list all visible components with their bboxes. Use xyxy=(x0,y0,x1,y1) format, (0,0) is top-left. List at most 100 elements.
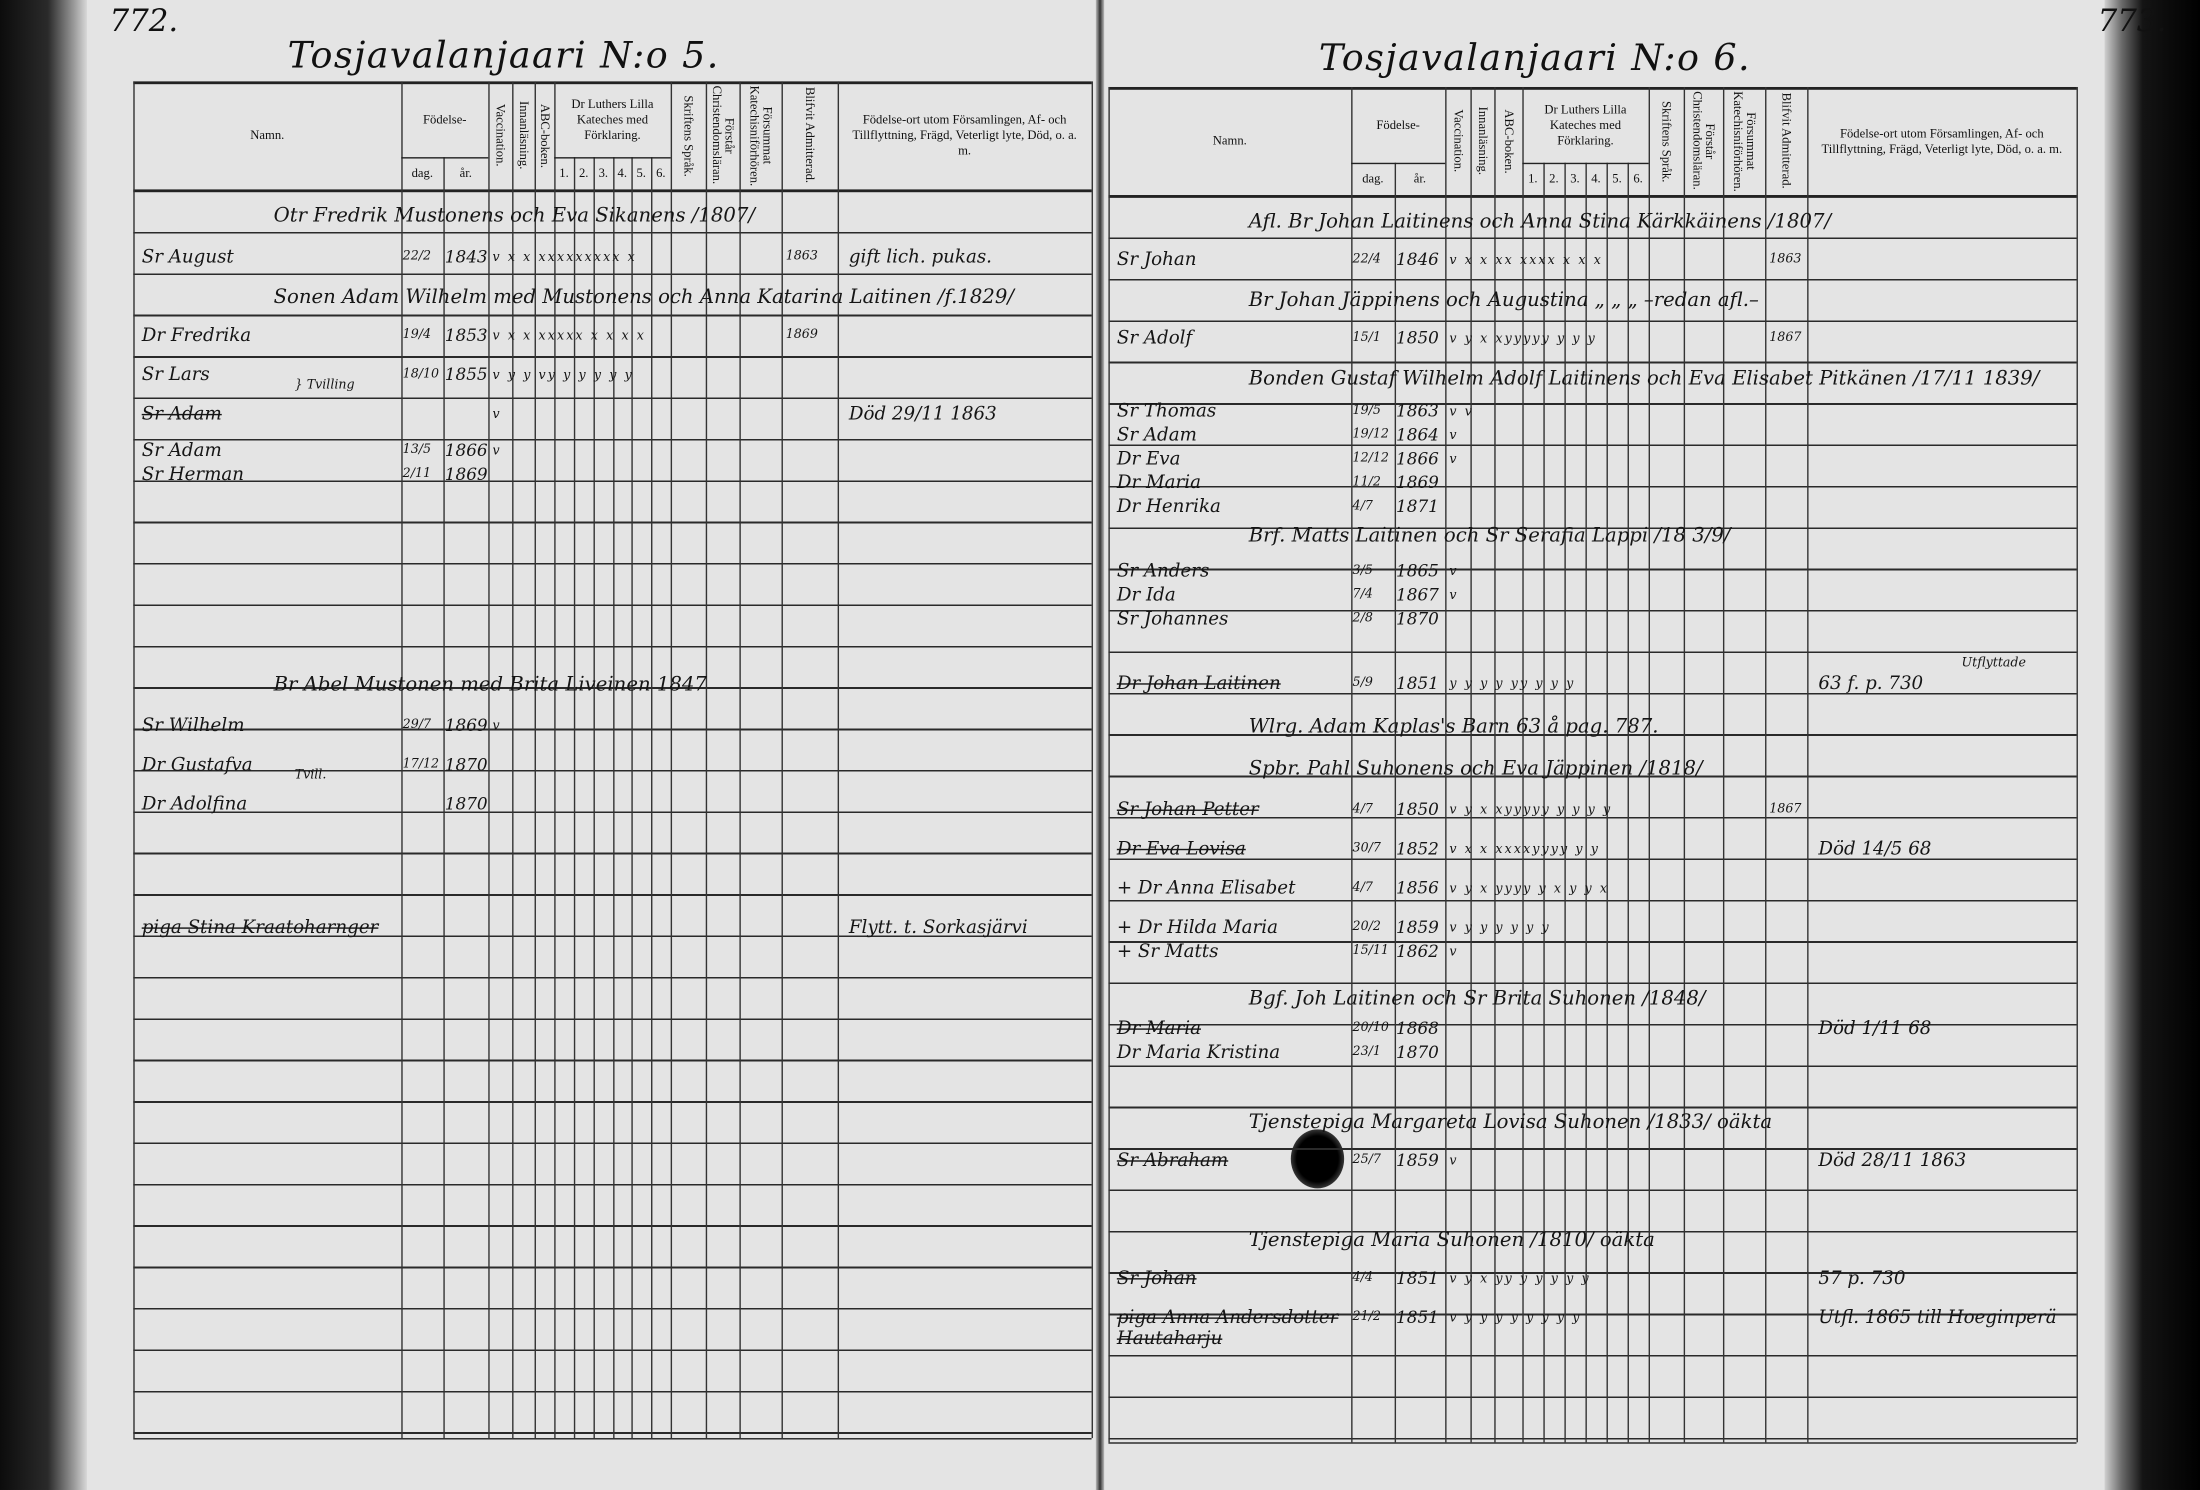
right-person-name: Dr Eva xyxy=(1116,448,1181,471)
right-family-heading: Bonden Gustaf Wilhelm Adolf Laitinens oc… xyxy=(1248,367,2040,391)
left-header-catechism-part: 5. xyxy=(636,165,646,180)
left-birth-year: 1843 xyxy=(444,246,488,267)
left-birth-year: 1870 xyxy=(444,794,488,814)
left-header-catechism-part: 4. xyxy=(617,165,627,180)
right-birth-day: 12/12 xyxy=(1352,451,1389,466)
right-person-name: Sr Johan xyxy=(1116,1268,1197,1290)
right-column-rule xyxy=(1627,162,1629,1443)
right-birth-day: 2/8 xyxy=(1352,611,1373,626)
page-number-right: 773. xyxy=(2097,4,2167,40)
right-header-catechism-part: 5. xyxy=(1612,171,1622,186)
right-person-name: Sr Adolf xyxy=(1116,328,1193,350)
right-header-catechism-part: 4. xyxy=(1591,171,1601,186)
right-column-rule xyxy=(1683,86,1686,1443)
right-remark: Död 28/11 1863 xyxy=(1818,1150,1967,1172)
right-birth-year: 1851 xyxy=(1396,1307,1439,1328)
left-column-rule xyxy=(613,157,615,1439)
right-column-rule xyxy=(2076,86,2078,1443)
right-birth-day: 3/5 xyxy=(1352,564,1373,579)
right-birth-year: 1870 xyxy=(1396,1042,1439,1063)
page-title-right: Tosjavalanjaari N:o 6. xyxy=(1318,37,1752,80)
right-birth-year: 1852 xyxy=(1396,839,1439,859)
right-header-missed: Försummat Katechisniförhören. xyxy=(1731,90,1759,192)
page-title-left: Tosjavalanjaari N:o 5. xyxy=(287,35,720,78)
left-header-catechism-part: 1. xyxy=(559,165,569,180)
right-birth-year: 1851 xyxy=(1396,1268,1439,1288)
right-header-scripture: Skriftens Språk. xyxy=(1659,100,1674,182)
right-birth-year: 1869 xyxy=(1396,472,1439,493)
right-admitted-year: 1867 xyxy=(1769,331,1802,346)
left-column-rule xyxy=(573,157,576,1439)
left-column-rule xyxy=(739,81,741,1439)
right-column-rule xyxy=(1765,86,1767,1443)
right-birth-year: 1856 xyxy=(1396,878,1439,898)
right-person-name: Sr Anders xyxy=(1116,561,1210,583)
right-birth-day: 23/1 xyxy=(1352,1045,1381,1060)
left-column-rule xyxy=(781,81,783,1439)
right-remark: 57 p. 730 xyxy=(1818,1268,1906,1290)
right-header-catechism: Dr Luthers Lilla Kateches med Förklaring… xyxy=(1544,101,1627,147)
right-birth-year: 1865 xyxy=(1396,561,1439,581)
right-birth-day: 20/2 xyxy=(1352,920,1381,935)
right-birth-day: 7/4 xyxy=(1352,587,1373,602)
left-header-name: Namn. xyxy=(250,127,285,142)
right-remark: Död 1/11 68 xyxy=(1818,1018,1932,1040)
left-admitted-year: 1863 xyxy=(785,249,818,264)
left-person-name: Sr Lars xyxy=(141,364,210,386)
right-person-name: Sr Abraham xyxy=(1116,1150,1229,1172)
right-column-rule xyxy=(1585,162,1587,1443)
right-exam-marks: v xyxy=(1449,1154,1459,1169)
right-column-rule xyxy=(1351,86,1353,1443)
right-admitted-year: 1867 xyxy=(1769,802,1802,817)
right-exam-marks: v xyxy=(1449,589,1459,604)
right-exam-marks: v xyxy=(1449,565,1459,580)
left-header-catechism-part: 6. xyxy=(656,165,666,180)
left-person-name: Sr Herman xyxy=(141,464,245,486)
right-person-name: Dr Eva Lovisa xyxy=(1116,839,1246,861)
right-column-rule xyxy=(1522,86,1524,1443)
right-family-heading: Afl. Br Johan Laitinens och Anna Stina K… xyxy=(1248,210,1832,233)
right-birth-year: 1859 xyxy=(1396,1150,1439,1171)
right-family-heading: Tjenstepiga Maria Suhonen /1810/ oäkta xyxy=(1248,1229,1655,1252)
left-column-rule xyxy=(631,157,633,1439)
right-column-rule xyxy=(1606,162,1608,1443)
left-subheader-rule xyxy=(401,157,489,159)
right-header-vaccination: Vaccination. xyxy=(1451,109,1466,173)
left-birth-year: 1866 xyxy=(444,440,488,461)
left-family-heading: Br Abel Mustonen med Brita Liveinen 1847 xyxy=(273,673,707,696)
page-number-left: 772. xyxy=(109,4,179,40)
right-column-rule xyxy=(1394,162,1397,1443)
left-person-name: Dr Adolfina xyxy=(141,794,248,816)
left-column-rule xyxy=(593,157,595,1439)
right-birth-year: 1871 xyxy=(1396,496,1439,517)
right-remark: Död 14/5 68 xyxy=(1818,839,1932,861)
right-remark: 63 f. p. 730 xyxy=(1818,673,1924,695)
book-spine xyxy=(1095,0,1105,1490)
right-birth-day: 19/12 xyxy=(1352,427,1389,442)
left-family-heading: Sonen Adam Wilhelm med Mustonens och Ann… xyxy=(273,286,1014,309)
right-birth-year: 1870 xyxy=(1396,608,1439,629)
left-header-catechism: Dr Luthers Lilla Kateches med Förklaring… xyxy=(571,96,654,142)
right-person-name: Dr Johan Laitinen xyxy=(1116,673,1281,695)
left-column-rule xyxy=(837,81,840,1439)
right-header-catechism-part: 6. xyxy=(1633,171,1643,186)
right-birth-year: 1866 xyxy=(1396,448,1439,469)
right-birth-day: 11/2 xyxy=(1352,475,1381,490)
left-remark: gift lich. pukas. xyxy=(848,246,992,268)
left-header-admitted: Blifvit Admitterad. xyxy=(803,87,818,184)
right-birth-year: 1867 xyxy=(1396,585,1439,605)
right-exam-marks: v y y y y y y y y xyxy=(1449,1311,1582,1326)
right-remark-superscript: Utflyttade xyxy=(1961,656,2026,671)
right-header-catechism-part: 1. xyxy=(1528,171,1538,186)
right-person-name: Dr Maria xyxy=(1116,1018,1201,1040)
right-column-rule xyxy=(1807,86,1809,1443)
right-birth-year: 1850 xyxy=(1396,328,1439,348)
book-edge-right xyxy=(2104,0,2200,1490)
right-birth-year: 1850 xyxy=(1396,799,1439,820)
left-family-heading: Otr Fredrik Mustonens och Eva Sikanens /… xyxy=(273,204,756,228)
left-header-vaccination: Vaccination. xyxy=(493,103,508,167)
right-remark: Utfl. 1865 till Hoeginperä xyxy=(1818,1307,2057,1329)
right-header-remarks: Födelse-ort utom Församlingen, Af- och T… xyxy=(1821,125,2063,156)
right-person-name: Sr Thomas xyxy=(1116,401,1217,423)
